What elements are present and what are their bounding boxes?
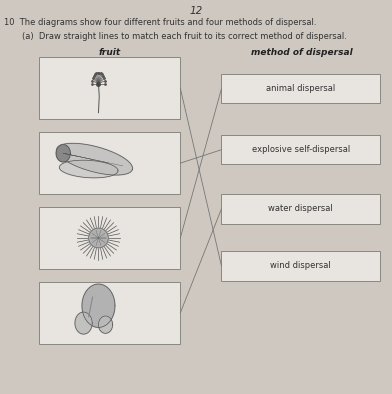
Polygon shape xyxy=(56,145,70,162)
Bar xyxy=(221,135,380,165)
Bar xyxy=(221,194,380,224)
Polygon shape xyxy=(56,143,132,175)
Text: water dispersal: water dispersal xyxy=(269,204,333,213)
Text: explosive self-dispersal: explosive self-dispersal xyxy=(252,145,350,154)
Text: 10  The diagrams show four different fruits and four methods of dispersal.: 10 The diagrams show four different frui… xyxy=(4,18,316,27)
Polygon shape xyxy=(82,284,115,327)
Bar xyxy=(39,132,180,194)
Bar xyxy=(221,74,380,103)
Text: (a)  Draw straight lines to match each fruit to its correct method of dispersal.: (a) Draw straight lines to match each fr… xyxy=(22,32,347,41)
Bar xyxy=(39,207,180,269)
Bar xyxy=(39,282,180,344)
Text: animal dispersal: animal dispersal xyxy=(266,84,336,93)
Polygon shape xyxy=(59,160,118,178)
Circle shape xyxy=(89,228,108,248)
Text: fruit: fruit xyxy=(99,48,121,57)
Text: 12: 12 xyxy=(189,6,203,16)
Bar xyxy=(221,251,380,281)
Polygon shape xyxy=(98,316,113,333)
Polygon shape xyxy=(75,312,92,334)
Text: method of dispersal: method of dispersal xyxy=(251,48,353,57)
Text: wind dispersal: wind dispersal xyxy=(270,262,331,270)
Bar xyxy=(39,57,180,119)
